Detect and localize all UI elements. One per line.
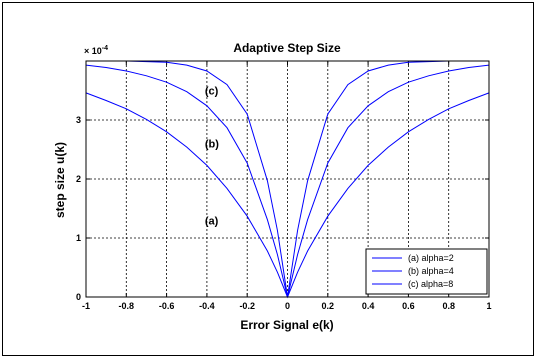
curve-annotations: (a) (b) (c) [205, 86, 219, 228]
y-tick-label: 3 [76, 115, 81, 125]
x-tick-label: 0.4 [362, 301, 375, 311]
x-tick-label: -0.2 [239, 301, 255, 311]
legend-label: (a) alpha=2 [408, 253, 454, 263]
y-multiplier: × 10-4 [84, 45, 108, 56]
x-tick-label: 0.2 [322, 301, 335, 311]
x-tick-label: 0 [285, 301, 290, 311]
y-tick-label: 1 [76, 233, 81, 243]
legend: (a) alpha=2 (b) alpha=4 (c) alpha=8 [365, 248, 488, 295]
x-tick-label: -0.4 [199, 301, 215, 311]
y-tick-labels: 0 1 2 3 [76, 115, 81, 302]
y-axis-label: step size u(k) [53, 142, 67, 218]
x-tick-label: -1 [82, 301, 90, 311]
x-tick-label: -0.8 [119, 301, 135, 311]
x-axis-label: Error Signal e(k) [240, 318, 333, 332]
annotation-1: (a) [205, 215, 219, 227]
legend-label: (b) alpha=4 [408, 266, 454, 276]
y-tick-label: 0 [76, 292, 81, 302]
chart-title: Adaptive Step Size [233, 41, 341, 55]
x-tick-label: -0.6 [159, 301, 175, 311]
x-tick-label: 0.6 [402, 301, 415, 311]
annotation-2: (b) [205, 139, 219, 151]
x-tick-labels: -1 -0.8 -0.6 -0.4 -0.2 0 0.2 0.4 0.6 0.8 1 [82, 301, 492, 311]
y-tick-label: 2 [76, 174, 81, 184]
x-tick-label: 0.8 [442, 301, 455, 311]
x-tick-label: 1 [486, 301, 491, 311]
legend-label: (c) alpha=8 [408, 279, 453, 289]
annotation-3: (c) [205, 86, 219, 98]
plot-area-border [85, 60, 490, 298]
